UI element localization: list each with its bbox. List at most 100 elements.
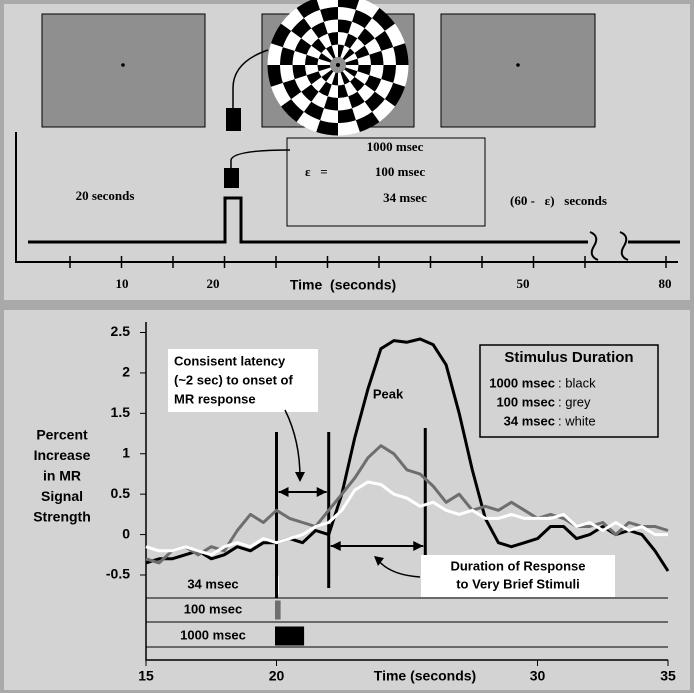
check-cell (331, 44, 338, 58)
check-cell (318, 67, 332, 77)
y-axis-title: in MR (43, 468, 81, 484)
epsilon: ε = (305, 164, 328, 179)
y-axis-title: Strength (33, 509, 91, 525)
check-cell (357, 65, 372, 76)
series-line (145, 337, 670, 572)
check-cell (303, 9, 324, 29)
check-cell (292, 50, 307, 65)
check-cell (292, 65, 307, 80)
check-cell (296, 111, 321, 132)
check-cell (340, 71, 350, 85)
check-cell (331, 72, 338, 86)
check-cell (338, 96, 353, 111)
y-tick-label: 0.5 (111, 485, 131, 501)
screen-blank (41, 13, 206, 128)
check-cell (364, 75, 382, 92)
x-tick-label: 35 (660, 668, 676, 684)
check-cell (344, 53, 358, 63)
check-cell (267, 65, 283, 87)
legend-title: Stimulus Duration (504, 349, 633, 366)
check-cell (393, 43, 409, 65)
check-cell (344, 33, 358, 49)
check-cell (338, 6, 356, 22)
legend-color: : grey (558, 394, 591, 409)
x-axis-title: Time (seconds) (374, 668, 476, 684)
fixation (336, 63, 340, 67)
check-cell (372, 99, 395, 122)
annotation: Consisent latency (174, 353, 286, 368)
check-cell (316, 0, 338, 10)
screen-blank (440, 13, 596, 128)
rest-label: (60 - ε) seconds (510, 193, 607, 208)
tick-label: 80 (659, 276, 672, 291)
check-cell (279, 65, 295, 83)
fixation (516, 63, 520, 67)
arrow-head (374, 556, 384, 566)
check-cell (338, 120, 360, 136)
check-cell (381, 65, 397, 83)
check-cell (342, 69, 355, 82)
check-cell (369, 65, 384, 80)
check-cell (323, 96, 338, 111)
check-cell (301, 28, 319, 46)
duration: 1000 msec (367, 139, 424, 154)
check-cell (350, 38, 365, 53)
legend-name: 1000 msec (489, 375, 555, 390)
check-cell (338, 72, 345, 86)
check-cell (311, 77, 326, 92)
axis-break (589, 231, 629, 261)
legend-color: : white (558, 413, 596, 428)
x-tick-label: 15 (138, 668, 154, 684)
y-tick-label: 2.5 (111, 323, 131, 339)
check-cell (304, 65, 319, 76)
arrow-head (330, 541, 424, 551)
check-cell (364, 91, 385, 112)
check-cell (345, 65, 359, 72)
check-cell (318, 81, 332, 97)
check-cell (348, 21, 365, 39)
y-tick-label: 2 (122, 364, 130, 380)
y-tick-label: -0.5 (106, 566, 130, 582)
annotation: (~2 sec) to onset of (174, 372, 293, 387)
y-tick-label: 1 (122, 444, 130, 460)
check-cell (320, 108, 338, 124)
check-cell (344, 67, 358, 77)
stimulus-bar (275, 626, 305, 646)
y-axis-title: Percent (36, 427, 88, 443)
stim-block (226, 108, 241, 131)
check-cell (271, 23, 292, 48)
check-cell (338, 31, 349, 46)
check-cell (354, 45, 370, 59)
check-cell (357, 28, 375, 46)
legend-color: : black (558, 375, 596, 390)
check-cell (304, 54, 319, 65)
check-cell (364, 18, 385, 39)
check-cell (301, 84, 319, 102)
legend-name: 34 msec (504, 413, 555, 428)
row-label: 1000 msec (180, 627, 246, 642)
arrow-head (295, 472, 305, 482)
tick-label: 10 (116, 276, 129, 291)
check-cell (294, 38, 312, 55)
time-axis (15, 132, 678, 263)
duration-box (286, 137, 486, 227)
check-cell (327, 31, 338, 46)
check-cell (369, 50, 384, 65)
checkerboard (267, 0, 409, 136)
check-cell (294, 75, 312, 92)
check-cell (311, 91, 328, 109)
y-axis-title: Increase (34, 447, 91, 463)
check-cell (311, 21, 328, 39)
check-cell (384, 23, 405, 48)
check-cell (342, 48, 355, 61)
check-cell (321, 69, 334, 82)
arrow-head (278, 487, 327, 497)
check-cell (281, 99, 304, 122)
check-cell (355, 0, 380, 19)
annotation: to Very Brief Stimuli (456, 576, 580, 591)
check-cell (393, 65, 409, 87)
check-cell (384, 82, 405, 107)
tick-label: 50 (517, 276, 530, 291)
annotation: MR response (174, 391, 256, 406)
